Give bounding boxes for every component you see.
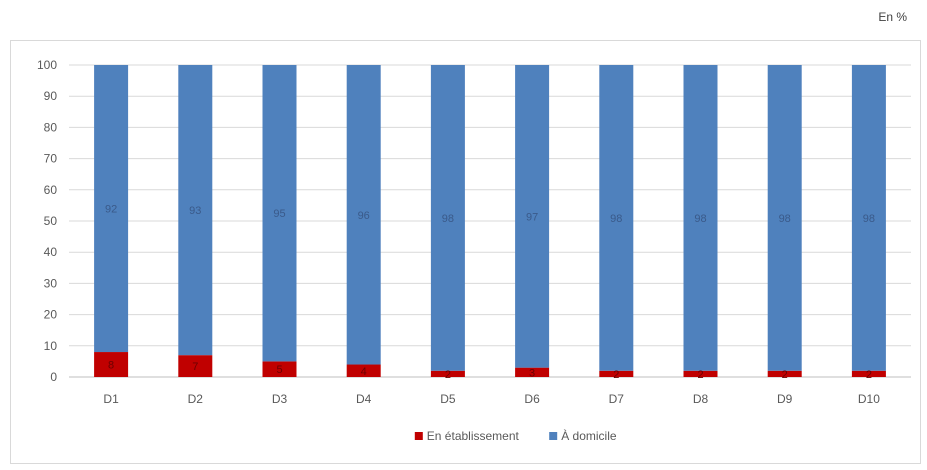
bar-etablissement (262, 361, 297, 377)
y-axis-ticks: 0 10 20 30 40 50 60 70 80 90 100 (37, 58, 57, 384)
data-label: 96 (358, 210, 370, 222)
data-label: 98 (610, 213, 622, 225)
bar-etablissement (94, 352, 129, 377)
data-label: 2 (782, 369, 788, 381)
y-tick-label: 20 (44, 308, 58, 322)
bars (94, 65, 886, 377)
data-label: 97 (526, 211, 538, 223)
data-label: 95 (273, 208, 285, 220)
x-tick-label: D8 (693, 392, 709, 406)
legend-label: En établissement (427, 429, 520, 443)
bar-etablissement (851, 370, 886, 377)
x-tick-label: D3 (272, 392, 288, 406)
data-label: 5 (276, 364, 282, 376)
data-label: 98 (863, 213, 875, 225)
data-label: 93 (189, 205, 201, 217)
x-tick-label: D7 (609, 392, 625, 406)
y-tick-label: 40 (44, 245, 58, 259)
bar-domicile (515, 65, 550, 368)
bar-domicile (346, 65, 381, 365)
x-tick-label: D1 (103, 392, 119, 406)
legend-swatch (549, 432, 558, 440)
x-tick-label: D10 (858, 392, 880, 406)
unit-label: En % (878, 10, 907, 24)
data-label: 92 (105, 204, 117, 216)
data-label: 3 (529, 367, 535, 379)
bar-domicile (767, 65, 802, 371)
y-tick-label: 70 (44, 152, 58, 166)
x-tick-label: D5 (440, 392, 456, 406)
data-label: 7 (192, 361, 198, 373)
y-tick-label: 30 (44, 276, 58, 290)
bar-etablissement (178, 355, 213, 377)
x-tick-label: D2 (188, 392, 204, 406)
data-label: 4 (361, 366, 367, 378)
bar-etablissement (767, 370, 802, 377)
stacked-bar-chart: 0 10 20 30 40 50 60 70 80 90 100 8 92 7 93 5 95 4 96 2 98 3 97… (37, 58, 911, 443)
legend-label: À domicile (561, 428, 617, 443)
x-tick-label: D6 (524, 392, 540, 406)
bar-etablissement (430, 370, 465, 377)
x-tick-label: D9 (777, 392, 793, 406)
y-tick-label: 0 (50, 370, 57, 384)
bar-domicile (178, 65, 213, 356)
bar-domicile (683, 65, 718, 371)
bar-domicile (262, 65, 297, 362)
bar-domicile (599, 65, 634, 371)
x-axis-ticks: D1 D2 D3 D4 D5 D6 D7 D8 D9 D10 (103, 392, 880, 406)
bar-etablissement (346, 364, 381, 377)
y-tick-label: 60 (44, 183, 58, 197)
data-label: 98 (779, 213, 791, 225)
y-tick-label: 50 (44, 214, 58, 228)
data-label: 2 (697, 369, 703, 381)
data-label: 2 (613, 369, 619, 381)
bar-domicile (851, 65, 886, 371)
x-tick-label: D4 (356, 392, 372, 406)
data-label: 98 (442, 213, 454, 225)
data-label: 98 (694, 213, 706, 225)
legend: En établissement À domicile (414, 428, 617, 443)
chart-frame: 0 10 20 30 40 50 60 70 80 90 100 8 92 7 93 5 95 4 96 2 98 3 97… (10, 40, 921, 464)
data-labels: 8 92 7 93 5 95 4 96 2 98 3 97 2 98 2 98 2 98 2 98 (105, 204, 875, 381)
bar-etablissement (515, 367, 550, 377)
data-label: 2 (866, 369, 872, 381)
bar-etablissement (683, 370, 718, 377)
y-tick-label: 80 (44, 120, 58, 134)
data-label: 2 (445, 369, 451, 381)
y-tick-label: 10 (44, 339, 58, 353)
bar-etablissement (599, 370, 634, 377)
y-tick-label: 100 (37, 58, 57, 72)
bar-domicile (430, 65, 465, 371)
legend-swatch (414, 432, 423, 440)
y-tick-label: 90 (44, 89, 58, 103)
data-label: 8 (108, 360, 114, 372)
bar-domicile (94, 65, 129, 353)
